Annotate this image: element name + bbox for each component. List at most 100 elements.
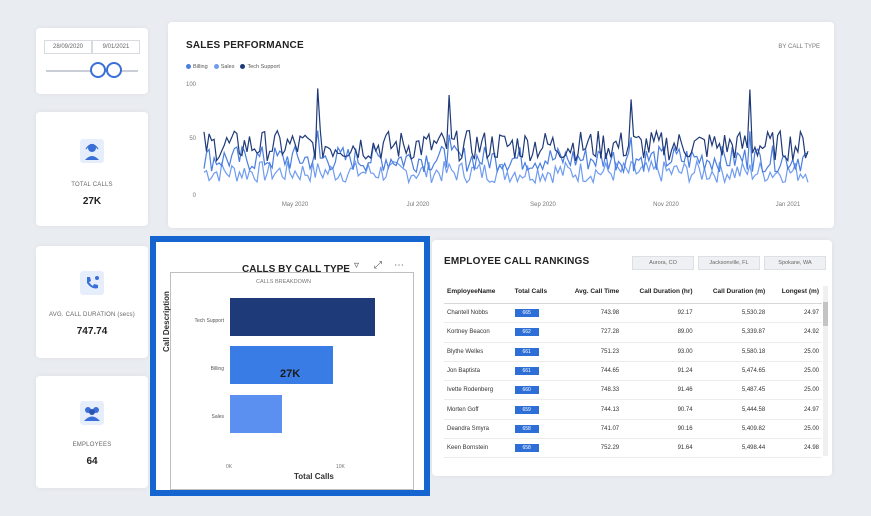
- slider-handle-start[interactable]: [90, 62, 106, 78]
- bar-sales[interactable]: [230, 395, 282, 433]
- column-header[interactable]: EmployeeName: [444, 284, 512, 304]
- x-tick-label: Jul 2020: [407, 202, 430, 208]
- series-line-tech-support[interactable]: [203, 88, 809, 163]
- table-cell: 25.00: [768, 380, 822, 401]
- table-cell: 24.92: [768, 322, 822, 343]
- people-icon: [80, 401, 104, 425]
- table-cell: 91.46: [622, 380, 696, 401]
- table-cell: Jon Baptista: [444, 361, 512, 382]
- table-cell: 90.74: [622, 399, 696, 420]
- table-cell: 727.28: [559, 322, 623, 343]
- table-cell: 24.98: [768, 438, 822, 459]
- filter-icon[interactable]: ▿: [354, 260, 360, 271]
- focus-mode-icon[interactable]: ⤢: [374, 260, 382, 271]
- table-row[interactable]: Kortney Beacon 662 727.28 89.00 5,339.87 24.9…: [444, 322, 822, 343]
- column-header[interactable]: Longest (m): [768, 284, 822, 304]
- kpi-avg-call-duration: AVG. CALL DURATION (secs) 747.74: [36, 246, 148, 358]
- x-tick-label: 10K: [336, 464, 345, 470]
- legend-label: Billing: [193, 64, 208, 70]
- table-cell: 659: [511, 399, 560, 420]
- headset-agent-icon: [80, 139, 104, 163]
- table-cell: 748.33: [559, 380, 623, 401]
- table-cell: 744.65: [559, 361, 623, 382]
- kpi-value: 64: [86, 456, 98, 467]
- series-line-billing[interactable]: [203, 130, 809, 175]
- total-calls-bar: 658: [514, 444, 539, 453]
- legend-dot: [186, 64, 191, 70]
- location-button[interactable]: Aurora, CO: [632, 256, 694, 270]
- kpi-value: 27K: [82, 196, 102, 207]
- table-cell: 751.23: [559, 342, 623, 362]
- bar-tech-support[interactable]: [230, 298, 376, 336]
- table-cell: 743.98: [559, 303, 623, 324]
- x-tick-label: Sep 2020: [530, 202, 556, 208]
- table-cell: 5,444.58: [695, 399, 769, 420]
- sales-filter-label[interactable]: BY CALL TYPE: [778, 44, 820, 50]
- table-cell: 5,474.65: [695, 361, 769, 382]
- table-cell: 5,498.44: [695, 438, 769, 459]
- total-calls-bar: 660: [514, 386, 539, 395]
- kpi-value: 747.74: [76, 326, 108, 337]
- employee-call-rankings-card: EMPLOYEE CALL RANKINGS Aurora, CO Jackso…: [432, 240, 832, 476]
- total-calls-bar: 662: [514, 328, 539, 337]
- column-header[interactable]: Avg. Call Time: [559, 284, 623, 304]
- y-tick-label: 50: [189, 136, 196, 142]
- sales-line-chart[interactable]: 100 50 0 May 2020 Jul 2020 Sep 2020 Nov …: [168, 22, 834, 228]
- table-cell: 658: [511, 438, 560, 459]
- series-line-sales[interactable]: [203, 158, 809, 185]
- column-header[interactable]: Call Duration (m): [695, 284, 769, 304]
- legend-item-sales[interactable]: Sales: [213, 64, 235, 70]
- table-row[interactable]: Blythe Welles 661 751.23 93.00 5,580.18 25.00: [444, 342, 822, 362]
- bar-billing[interactable]: [230, 346, 334, 384]
- table-cell: Ivette Rodenberg: [444, 380, 512, 401]
- more-options-icon[interactable]: ⋯: [394, 260, 404, 271]
- table-cell: Blythe Welles: [444, 342, 512, 362]
- table-row[interactable]: Chantell Nobbs 665 743.98 92.17 5,530.28 24.9…: [444, 303, 822, 324]
- table-header-row: EmployeeName Total Calls Avg. Call Time …: [444, 284, 822, 304]
- table-cell: Keen Bornstein: [444, 438, 512, 459]
- end-date-box[interactable]: 9/01/2021: [92, 40, 140, 54]
- calls-by-call-type-focus-frame[interactable]: CALLS BY CALL TYPE CALLS BREAKDOWN ▿ ⤢ ⋯…: [150, 236, 430, 496]
- table-row[interactable]: Morten Goff 659 744.13 90.74 5,444.58 24.97: [444, 399, 822, 420]
- kpi-employees: EMPLOYEES 64: [36, 376, 148, 488]
- category-label: Tech Support: [194, 318, 224, 324]
- table-cell: 91.64: [622, 438, 696, 459]
- table-scrollbar[interactable]: [823, 286, 828, 456]
- y-tick-label: 100: [186, 82, 197, 88]
- location-button[interactable]: Jacksonville, FL: [698, 256, 760, 270]
- x-axis-label: Total Calls: [294, 472, 334, 481]
- table-cell: 25.00: [768, 361, 822, 382]
- kpi-total-calls: TOTAL CALLS 27K: [36, 112, 148, 226]
- start-date-box[interactable]: 28/09/2020: [44, 40, 92, 54]
- column-header[interactable]: Call Duration (hr): [622, 284, 696, 304]
- legend-item-billing[interactable]: Billing: [186, 64, 208, 70]
- rank-title: EMPLOYEE CALL RANKINGS: [444, 256, 590, 267]
- table-row[interactable]: Keen Bornstein 658 752.29 91.64 5,498.44 24.9…: [444, 438, 822, 459]
- legend-label: Sales: [220, 64, 235, 70]
- legend-dot: [213, 64, 219, 70]
- location-button[interactable]: Spokane, WA: [764, 256, 826, 270]
- date-range-slicer[interactable]: 28/09/2020 9/01/2021: [36, 28, 148, 94]
- table-cell: 5,487.45: [695, 380, 769, 401]
- scrollbar-thumb[interactable]: [823, 302, 828, 326]
- table-cell: 660: [511, 380, 560, 401]
- total-calls-bar: 659: [514, 405, 539, 414]
- total-calls-bar: 661: [514, 347, 539, 356]
- x-tick-label: Nov 2020: [653, 202, 679, 208]
- table-cell: Deandra Smyra: [444, 419, 512, 440]
- x-tick-label: 0K: [226, 464, 233, 470]
- slider-handle-end[interactable]: [106, 62, 122, 78]
- legend-item-tech-support[interactable]: Tech Support: [240, 64, 280, 70]
- table-cell: 752.29: [559, 438, 623, 459]
- table-row[interactable]: Jon Baptista 661 744.65 91.24 5,474.65 25.00: [444, 361, 822, 382]
- table-cell: 662: [511, 322, 560, 343]
- y-axis-label: Call Description: [162, 291, 171, 352]
- category-label: Billing: [210, 366, 224, 372]
- column-header[interactable]: Total Calls: [511, 284, 560, 304]
- table-cell: 661: [511, 361, 560, 382]
- table-row[interactable]: Deandra Smyra 658 741.07 90.16 5,409.82 25.00: [444, 419, 822, 440]
- calls-by-call-type-card[interactable]: CALLS BY CALL TYPE CALLS BREAKDOWN ▿ ⤢ ⋯…: [156, 242, 424, 490]
- table-row[interactable]: Ivette Rodenberg 660 748.33 91.46 5,487.45 25…: [444, 380, 822, 401]
- table-cell: Chantell Nobbs: [444, 303, 512, 324]
- kpi-label: TOTAL CALLS: [71, 182, 113, 188]
